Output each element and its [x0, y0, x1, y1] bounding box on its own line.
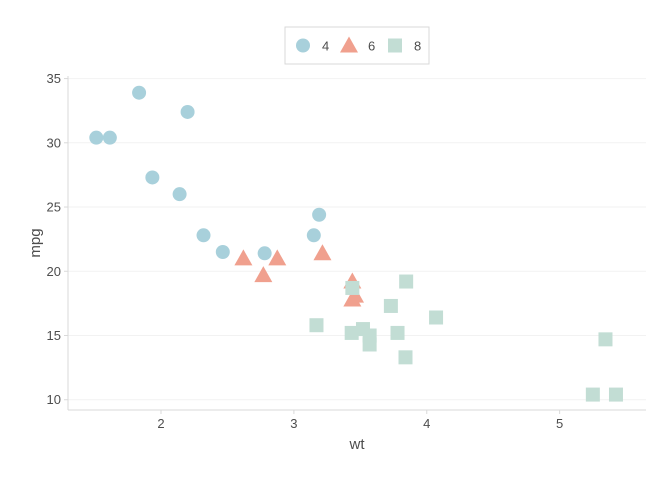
- data-point-circle: [102, 130, 117, 145]
- data-point-triangle: [313, 244, 332, 261]
- x-tick-label: 3: [290, 416, 297, 431]
- y-tick-label: 20: [47, 264, 61, 279]
- data-point-circle: [180, 104, 195, 119]
- legend-key-circle: [296, 38, 310, 53]
- series-4: [89, 85, 327, 261]
- y-tick-label: 30: [47, 135, 61, 150]
- data-point-square: [398, 350, 413, 365]
- grid-lines: [68, 78, 646, 401]
- x-tick-label: 5: [556, 416, 563, 431]
- legend-label: 8: [414, 39, 421, 54]
- data-points: [89, 85, 623, 402]
- data-point-square: [383, 298, 398, 313]
- data-point-circle: [89, 130, 104, 145]
- data-point-circle: [306, 228, 321, 243]
- x-axis-title: wt: [349, 436, 366, 453]
- x-tick-label: 2: [157, 416, 164, 431]
- data-point-circle: [172, 187, 187, 202]
- y-tick-label: 25: [47, 200, 61, 215]
- data-point-square: [362, 328, 377, 343]
- data-point-circle: [312, 207, 327, 222]
- data-point-square: [429, 310, 444, 325]
- legend-label: 6: [368, 39, 375, 54]
- data-point-circle: [145, 170, 160, 185]
- data-point-triangle: [234, 249, 253, 266]
- legend-key-triangle: [340, 36, 358, 53]
- data-point-square: [585, 387, 600, 402]
- data-point-circle: [196, 228, 211, 243]
- y-tick-label: 15: [47, 328, 61, 343]
- series-6: [234, 244, 365, 307]
- data-point-square: [399, 274, 414, 289]
- data-point-circle: [215, 244, 230, 259]
- data-point-square: [344, 325, 359, 340]
- series-8: [309, 274, 623, 402]
- legend: 4 6 8: [284, 26, 430, 65]
- data-point-square: [598, 332, 613, 347]
- y-tick-label: 35: [47, 71, 61, 86]
- axes: 10 15 20 25 30 35 2 3 4 5: [47, 71, 646, 431]
- data-point-square: [390, 325, 405, 340]
- legend-label: 4: [322, 39, 329, 54]
- y-axis-title: mpg: [27, 228, 44, 257]
- data-point-square: [309, 318, 324, 333]
- data-point-square: [345, 280, 360, 295]
- y-tick-label: 10: [47, 392, 61, 407]
- data-point-triangle: [254, 266, 273, 283]
- data-point-square: [608, 387, 623, 402]
- data-point-circle: [132, 85, 147, 100]
- x-tick-label: 4: [423, 416, 430, 431]
- legend-key-square: [388, 38, 402, 53]
- data-point-triangle: [268, 249, 287, 266]
- data-point-circle: [257, 246, 272, 261]
